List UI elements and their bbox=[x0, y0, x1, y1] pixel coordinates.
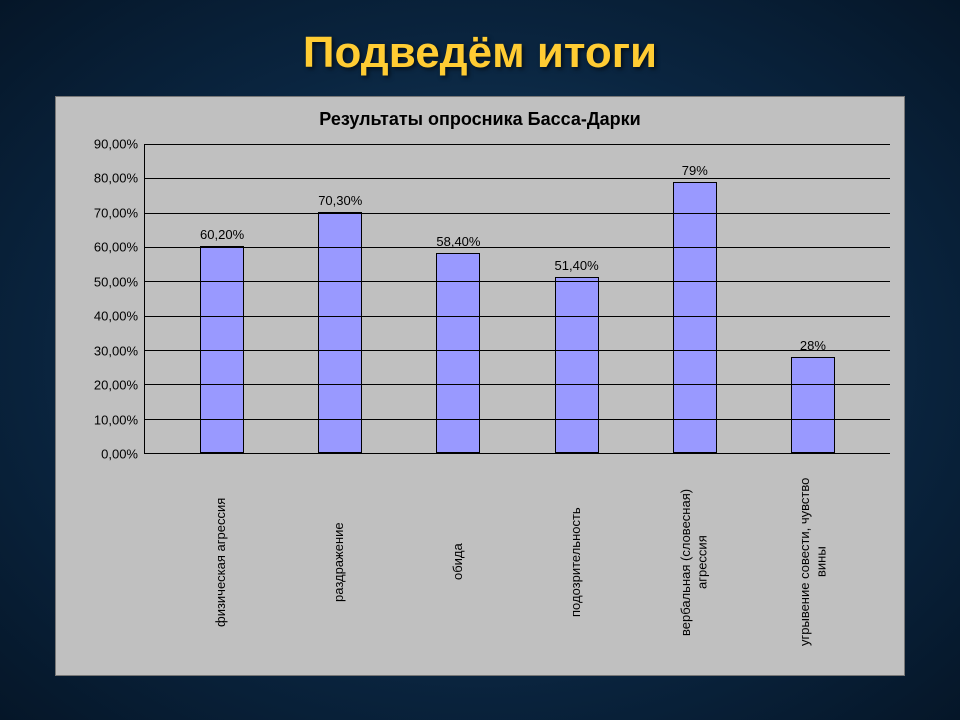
bar-slot: 28% bbox=[754, 144, 872, 453]
gridline bbox=[145, 178, 890, 179]
bar-slot: 79% bbox=[636, 144, 754, 453]
x-category-label: обида bbox=[450, 462, 466, 662]
bar-slot: 58,40% bbox=[399, 144, 517, 453]
bar-value-label: 60,20% bbox=[200, 227, 244, 242]
x-category: вербальная (словесная) агрессия bbox=[635, 462, 753, 662]
y-tick-label: 90,00% bbox=[94, 137, 138, 152]
x-category: угрывение совести, чувство вины bbox=[754, 462, 872, 662]
x-axis: физическая агрессия раздражение обида подоз… bbox=[144, 462, 890, 662]
x-category-label: подозрительность bbox=[568, 462, 584, 662]
y-tick-label: 0,00% bbox=[101, 447, 138, 462]
y-tick-label: 40,00% bbox=[94, 309, 138, 324]
x-category-label: вербальная (словесная) агрессия bbox=[678, 462, 711, 662]
gridline bbox=[145, 316, 890, 317]
y-tick-label: 70,00% bbox=[94, 205, 138, 220]
bar-value-label: 51,40% bbox=[555, 258, 599, 273]
y-tick-label: 10,00% bbox=[94, 412, 138, 427]
gridline bbox=[145, 247, 890, 248]
y-tick-label: 50,00% bbox=[94, 274, 138, 289]
bar-slot: 51,40% bbox=[518, 144, 636, 453]
bar-slot: 70,30% bbox=[281, 144, 399, 453]
bar bbox=[436, 253, 480, 454]
x-category-label: угрывение совести, чувство вины bbox=[797, 462, 830, 662]
x-category: раздражение bbox=[280, 462, 398, 662]
gridline bbox=[145, 384, 890, 385]
y-tick-label: 30,00% bbox=[94, 343, 138, 358]
gridline bbox=[145, 213, 890, 214]
x-category-label: раздражение bbox=[331, 462, 347, 662]
bars-group: 60,20% 70,30% 58,40% 51,40% 79% 28% bbox=[145, 144, 890, 453]
bar bbox=[673, 182, 717, 453]
bar-slot: 60,20% bbox=[163, 144, 281, 453]
chart-title: Результаты опросника Басса-Дарки bbox=[70, 109, 890, 130]
y-tick-label: 20,00% bbox=[94, 378, 138, 393]
bar bbox=[791, 357, 835, 453]
y-tick-label: 80,00% bbox=[94, 171, 138, 186]
slide-title: Подведём итоги bbox=[0, 0, 960, 88]
y-tick-label: 60,00% bbox=[94, 240, 138, 255]
gridline bbox=[145, 281, 890, 282]
x-category-label: физическая агрессия bbox=[213, 462, 229, 662]
x-category: обида bbox=[399, 462, 517, 662]
bar bbox=[555, 277, 599, 453]
x-category: подозрительность bbox=[517, 462, 635, 662]
chart-container: Результаты опросника Басса-Дарки 0,00% 10… bbox=[55, 96, 905, 676]
chart-area: 0,00%10,00%20,00%30,00%40,00%50,00%60,00… bbox=[70, 144, 890, 454]
bar-value-label: 79% bbox=[682, 163, 708, 178]
bar-value-label: 70,30% bbox=[318, 193, 362, 208]
gridline bbox=[145, 350, 890, 351]
gridline bbox=[145, 144, 890, 145]
plot-area: 60,20% 70,30% 58,40% 51,40% 79% 28% bbox=[144, 144, 890, 454]
x-category: физическая агрессия bbox=[162, 462, 280, 662]
gridline bbox=[145, 419, 890, 420]
y-axis: 0,00%10,00%20,00%30,00%40,00%50,00%60,00… bbox=[70, 144, 144, 454]
